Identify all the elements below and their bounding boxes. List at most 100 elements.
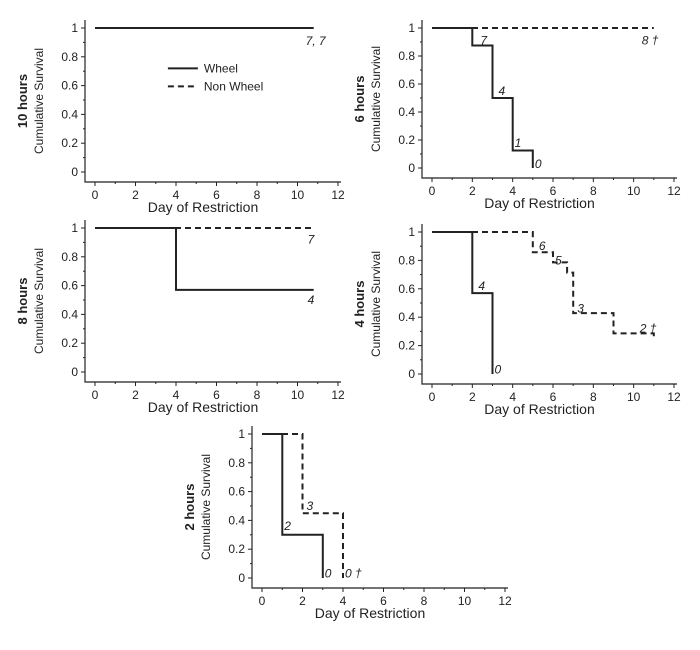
x-tick-label: 0 xyxy=(92,188,99,202)
x-axis-label: Day of Restriction xyxy=(484,195,594,211)
y-axis-label: Cumulative Survival xyxy=(32,248,46,354)
y-tick-label: 0.2 xyxy=(398,339,415,353)
x-tick-label: 10 xyxy=(291,188,305,202)
x-tick-label: 8 xyxy=(590,390,597,404)
x-tick-label: 6 xyxy=(213,188,220,202)
count-label: 0 xyxy=(535,157,542,171)
count-label: 6 xyxy=(539,239,546,253)
x-tick-label: 10 xyxy=(458,594,472,608)
count-label: 4 xyxy=(499,84,506,98)
series-non-wheel xyxy=(432,231,655,339)
y-tick-label: 0 xyxy=(71,365,78,379)
series-wheel xyxy=(432,27,534,168)
y-tick-label: 0 xyxy=(408,161,415,175)
x-tick-label: 12 xyxy=(667,390,681,404)
panel-title: 2 hours xyxy=(182,484,197,531)
x-tick-label: 4 xyxy=(509,390,516,404)
y-tick-label: 0.4 xyxy=(228,513,245,527)
y-tick-label: 0.8 xyxy=(61,50,78,64)
x-tick-label: 0 xyxy=(429,390,436,404)
x-tick-label: 8 xyxy=(254,388,261,402)
count-label: 5 xyxy=(555,253,562,267)
x-axis-label: Day of Restriction xyxy=(148,199,258,215)
x-tick-label: 0 xyxy=(92,388,99,402)
y-tick-label: 0 xyxy=(408,367,415,381)
y-tick-label: 1 xyxy=(238,427,245,441)
y-axis-label: Cumulative Survival xyxy=(32,48,46,154)
x-axis-label: Day of Restriction xyxy=(148,399,258,415)
y-tick-label: 0.2 xyxy=(61,336,78,350)
axis-lines xyxy=(84,20,341,183)
x-tick-label: 2 xyxy=(132,388,139,402)
y-tick-label: 1 xyxy=(71,221,78,235)
series-wheel xyxy=(262,433,324,578)
y-tick-label: 0.4 xyxy=(61,107,78,121)
y-tick-label: 1 xyxy=(71,21,78,35)
count-label: 0 xyxy=(325,567,332,581)
x-tick-label: 2 xyxy=(299,594,306,608)
y-tick-label: 0.8 xyxy=(61,250,78,264)
y-tick-label: 0 xyxy=(71,165,78,179)
count-label: 7, 7 xyxy=(306,34,327,48)
count-label: 3 xyxy=(307,499,314,513)
count-label: 2 † xyxy=(639,322,657,336)
panel-title: 4 hours xyxy=(352,281,367,328)
count-label: 3 xyxy=(577,302,584,316)
y-tick-label: 0.6 xyxy=(61,79,78,93)
y-tick-label: 0.6 xyxy=(61,279,78,293)
count-label: 2 xyxy=(283,519,291,533)
x-tick-label: 8 xyxy=(590,184,597,198)
x-tick-label: 6 xyxy=(550,184,557,198)
x-axis-label: Day of Restriction xyxy=(484,401,594,417)
y-tick-label: 0.4 xyxy=(398,310,415,324)
y-tick-label: 0.2 xyxy=(228,542,245,556)
x-tick-label: 6 xyxy=(380,594,387,608)
y-tick-label: 0.6 xyxy=(398,282,415,296)
legend-label: Non Wheel xyxy=(204,79,263,93)
x-tick-label: 12 xyxy=(498,594,512,608)
x-tick-label: 8 xyxy=(254,188,261,202)
y-tick-label: 0.6 xyxy=(398,77,415,91)
axis-lines xyxy=(421,20,677,179)
count-label: 4 xyxy=(478,279,485,293)
x-tick-label: 10 xyxy=(627,184,641,198)
panel-title: 6 hours xyxy=(352,76,367,123)
series-wheel xyxy=(95,227,314,291)
count-label: 0 † xyxy=(345,567,362,581)
panel-title: 8 hours xyxy=(15,278,30,325)
count-label: 7 xyxy=(480,34,488,48)
x-tick-label: 4 xyxy=(173,188,180,202)
x-tick-label: 6 xyxy=(213,388,220,402)
y-axis-label: Cumulative Survival xyxy=(369,251,383,357)
y-tick-label: 0.2 xyxy=(61,136,78,150)
y-tick-label: 0.8 xyxy=(398,49,415,63)
x-tick-label: 6 xyxy=(550,390,557,404)
x-tick-label: 0 xyxy=(259,594,266,608)
x-tick-label: 12 xyxy=(331,388,345,402)
x-tick-label: 2 xyxy=(469,184,476,198)
x-tick-label: 2 xyxy=(469,390,476,404)
y-tick-label: 0.8 xyxy=(228,456,245,470)
y-tick-label: 0.4 xyxy=(398,105,415,119)
x-tick-label: 4 xyxy=(173,388,180,402)
y-axis-label: Cumulative Survival xyxy=(369,46,383,152)
y-tick-label: 0.8 xyxy=(398,253,415,267)
x-tick-label: 12 xyxy=(667,184,681,198)
count-label: 8 † xyxy=(642,34,659,48)
x-tick-label: 8 xyxy=(421,594,428,608)
y-tick-label: 0.2 xyxy=(398,133,415,147)
x-tick-label: 4 xyxy=(509,184,516,198)
series-non-wheel xyxy=(262,433,344,578)
x-tick-label: 10 xyxy=(291,388,305,402)
x-tick-label: 2 xyxy=(132,188,139,202)
count-label: 4 xyxy=(308,293,315,307)
y-tick-label: 1 xyxy=(408,21,415,35)
axis-lines xyxy=(421,224,677,385)
y-tick-label: 1 xyxy=(408,225,415,239)
y-axis-label: Cumulative Survival xyxy=(199,454,213,560)
